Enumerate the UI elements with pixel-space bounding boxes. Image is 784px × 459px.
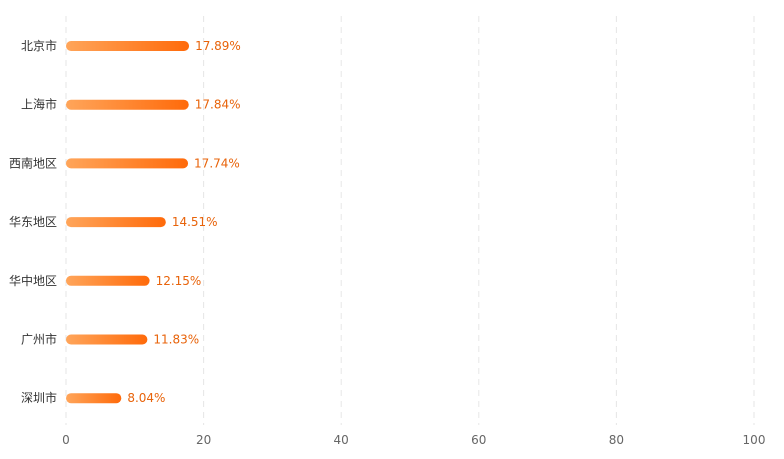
x-tick-label: 100 [743, 433, 766, 447]
value-label: 17.84% [195, 98, 241, 112]
bar[interactable] [66, 99, 189, 110]
category-label: 广州市 [21, 332, 57, 347]
category-label: 华中地区 [9, 273, 57, 288]
category-label: 上海市 [21, 97, 57, 112]
category-label: 北京市 [21, 38, 57, 53]
bar[interactable] [66, 41, 190, 51]
category-label: 深圳市 [21, 390, 57, 405]
x-tick-label: 0 [62, 433, 70, 447]
value-label: 12.15% [156, 274, 202, 288]
grid-layer [65, 16, 755, 425]
bar[interactable] [66, 217, 166, 228]
x-tick-label: 60 [471, 433, 486, 447]
value-label: 17.74% [194, 156, 240, 170]
bar[interactable] [66, 158, 189, 169]
x-tick-label: 20 [196, 433, 211, 447]
bar[interactable] [66, 334, 148, 345]
x-axis-ticks: 0 20 40 60 80 100 [62, 433, 765, 447]
category-label: 西南地区 [9, 155, 57, 170]
bar[interactable] [66, 275, 150, 286]
label-layer: 北京市 17.89% 上海市 17.84% 西南地区 17.74% 华东地区 14.51% 华中… [9, 38, 241, 405]
value-label: 11.83% [153, 333, 199, 347]
x-tick-label: 80 [609, 433, 624, 447]
value-label: 8.04% [127, 391, 165, 405]
category-label: 华东地区 [9, 215, 57, 229]
bar-layer [66, 41, 190, 404]
bar[interactable] [66, 393, 122, 404]
value-label: 14.51% [172, 215, 218, 229]
value-label: 17.89% [195, 39, 241, 53]
x-tick-label: 40 [334, 433, 349, 447]
